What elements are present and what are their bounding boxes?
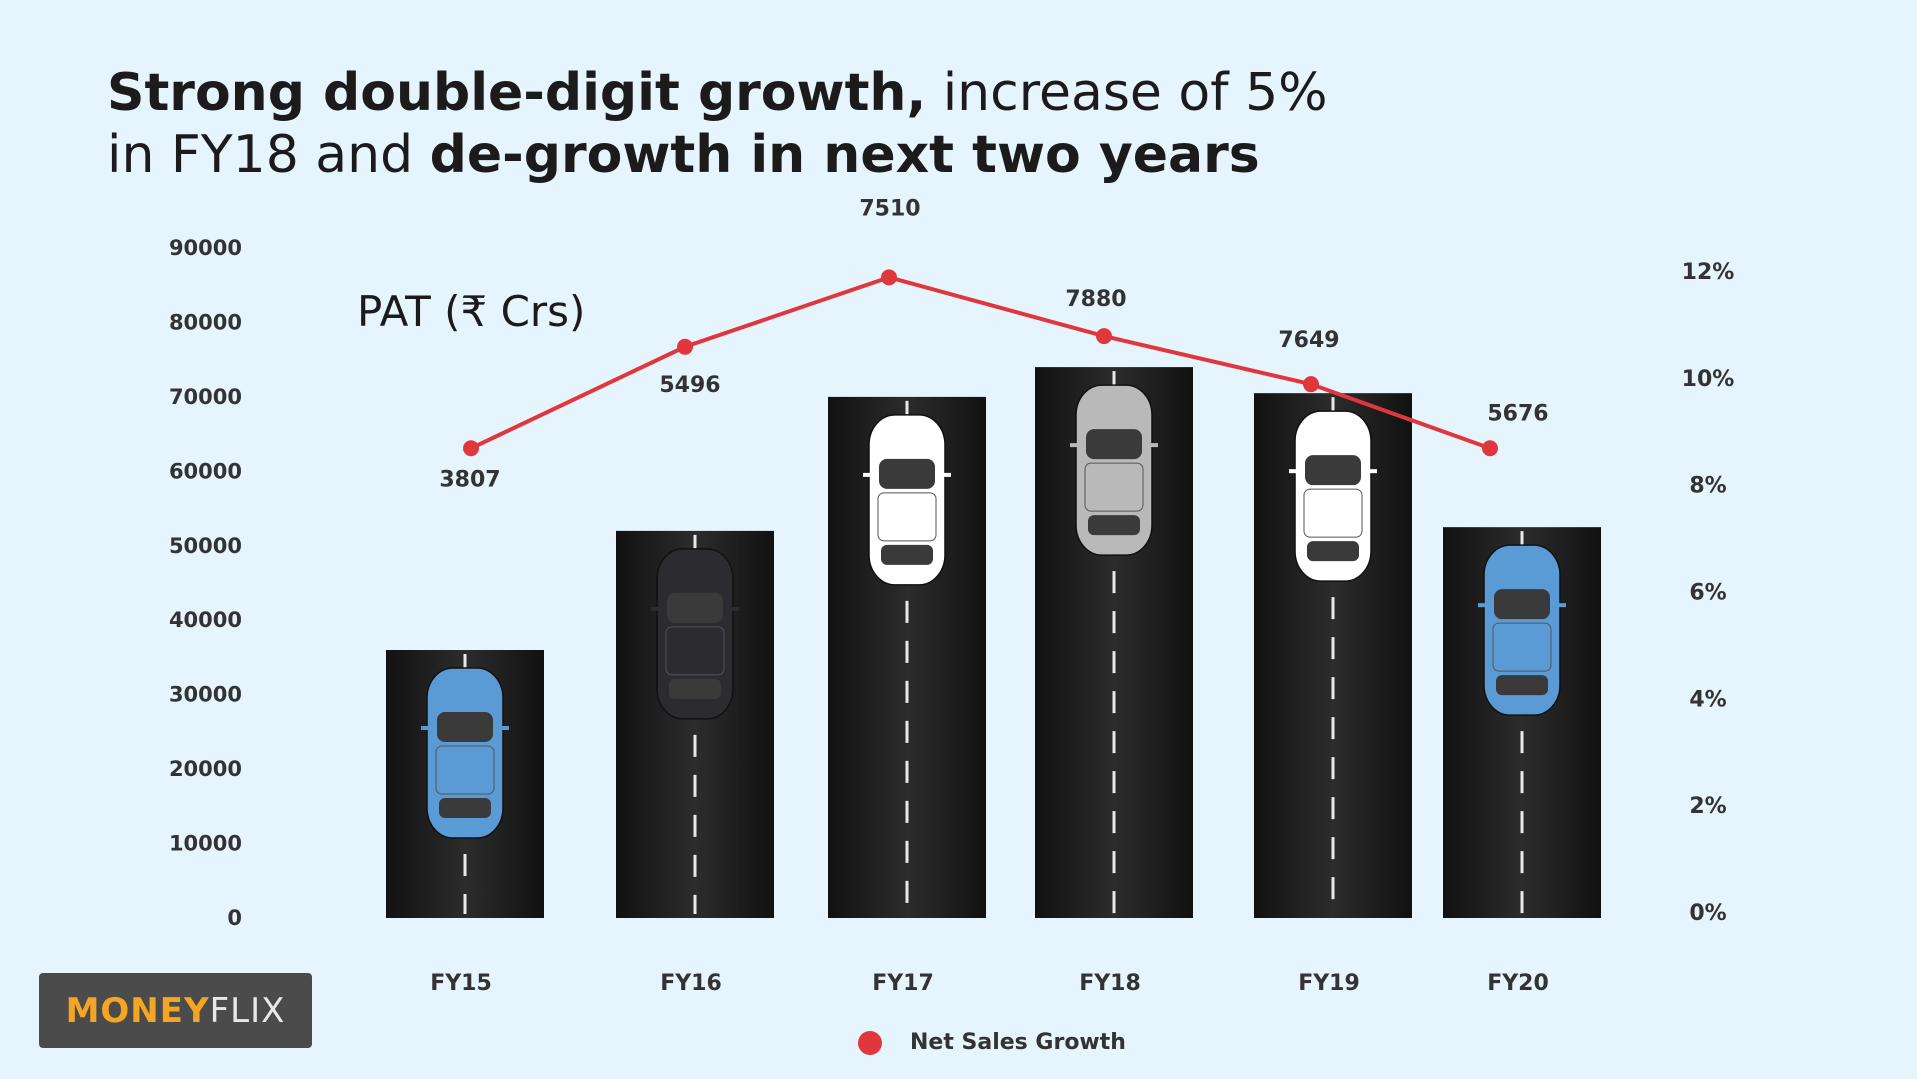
car-mirror-left — [421, 726, 429, 730]
legend-marker — [858, 1030, 882, 1055]
legend: Net Sales Growth — [858, 1030, 1126, 1055]
net-sales-growth-point — [881, 269, 897, 286]
y-axis-left-tick: 60000 — [169, 459, 242, 483]
x-axis-label: FY20 — [1487, 971, 1549, 996]
car-rear-window — [1307, 541, 1359, 562]
net-sales-growth-line — [470, 275, 1491, 451]
car-windshield — [1086, 429, 1142, 460]
car-roof — [665, 626, 725, 676]
x-axis-label: FY18 — [1079, 971, 1141, 996]
y-axis-right-tick: 0% — [1689, 901, 1726, 926]
car-windshield — [437, 712, 493, 742]
y-axis-left-tick: 90000 — [169, 236, 242, 260]
title-regular-2: in FY18 and — [107, 125, 430, 185]
y-axis-left-tick: 40000 — [169, 608, 242, 632]
car-mirror-right — [943, 472, 951, 477]
car-mirror-right — [501, 726, 509, 730]
car-roof — [1303, 488, 1363, 538]
car-rear-window — [439, 798, 491, 818]
net-sales-growth-point — [1482, 440, 1498, 457]
car-rear-window — [669, 678, 721, 699]
net-sales-growth-point — [1303, 376, 1319, 393]
car-icon — [1289, 410, 1377, 582]
car-rear-window — [1496, 675, 1548, 696]
car-rear-window — [881, 544, 933, 565]
logo-part1: MONEY — [65, 990, 210, 1031]
net-sales-growth-point — [677, 338, 693, 355]
y-axis-left-tick: 20000 — [169, 757, 242, 781]
title-bold-1: Strong double-digit growth, — [107, 63, 927, 123]
bar-fy16 — [616, 530, 774, 918]
chart-title: Strong double-digit growth, increase of … — [107, 62, 1328, 186]
y-axis-right-tick: 4% — [1689, 687, 1726, 712]
car-windshield — [879, 458, 935, 489]
car-mirror-right — [1558, 603, 1566, 608]
y-axis-right-tick: 2% — [1689, 794, 1726, 819]
car-roof — [877, 492, 937, 542]
y-axis-right-tick: 6% — [1689, 581, 1726, 606]
car-icon — [651, 548, 739, 720]
car-mirror-right — [1369, 469, 1377, 474]
pat-data-label: 5496 — [659, 373, 720, 398]
y-axis-left-tick: 30000 — [169, 683, 242, 707]
title-bold-2: de-growth in next two years — [429, 125, 1260, 185]
car-icon — [863, 414, 951, 586]
bar-fy15 — [386, 650, 544, 918]
car-mirror-left — [1070, 443, 1078, 448]
y-axis-left-tick: 10000 — [169, 832, 242, 856]
bar-fy19 — [1254, 393, 1412, 919]
car-roof — [435, 745, 495, 795]
car-rear-window — [1088, 515, 1140, 536]
car-mirror-right — [731, 606, 739, 611]
car-roof — [1492, 622, 1552, 672]
pat-data-label: 3807 — [439, 467, 500, 492]
pat-annotation: PAT (₹ Crs) — [357, 287, 585, 336]
car-windshield — [1305, 455, 1361, 486]
pat-data-label: 7649 — [1278, 328, 1339, 353]
y-axis-right-tick: 10% — [1682, 367, 1735, 392]
car-mirror-left — [863, 472, 871, 477]
x-axis-label: FY15 — [430, 971, 492, 996]
y-axis-left-tick: 70000 — [169, 385, 242, 409]
net-sales-growth-point — [1096, 328, 1112, 345]
pat-data-label: 7880 — [1065, 287, 1126, 312]
car-roof — [1084, 462, 1144, 512]
y-axis-right-tick: 12% — [1682, 260, 1735, 285]
car-mirror-right — [1150, 443, 1158, 448]
legend-label: Net Sales Growth — [910, 1030, 1126, 1055]
x-axis-label: FY16 — [660, 971, 722, 996]
title-regular-1: increase of 5% — [926, 63, 1328, 123]
y-axis-left-tick: 0 — [227, 906, 242, 930]
car-icon — [1478, 544, 1566, 716]
net-sales-growth-point — [463, 440, 479, 457]
x-axis-label: FY19 — [1298, 971, 1360, 996]
pat-data-label: 5676 — [1487, 401, 1548, 426]
bar-fy20 — [1443, 527, 1601, 918]
bar-fy18 — [1035, 367, 1193, 919]
x-axis-label: FY17 — [872, 971, 934, 996]
y-axis-left-tick: 50000 — [169, 534, 242, 558]
car-icon — [1070, 384, 1158, 556]
car-icon — [421, 667, 509, 839]
moneyflix-logo: MONEY FLIX — [39, 973, 312, 1048]
car-mirror-left — [1289, 469, 1297, 474]
y-axis-left-tick: 80000 — [169, 310, 242, 334]
car-windshield — [1494, 589, 1550, 620]
y-axis-right-tick: 8% — [1689, 474, 1726, 499]
bar-fy17 — [828, 396, 986, 918]
car-mirror-left — [651, 606, 659, 611]
logo-part2: FLIX — [209, 990, 286, 1031]
car-windshield — [667, 592, 723, 623]
car-mirror-left — [1478, 603, 1486, 608]
pat-data-label: 7510 — [859, 196, 920, 221]
